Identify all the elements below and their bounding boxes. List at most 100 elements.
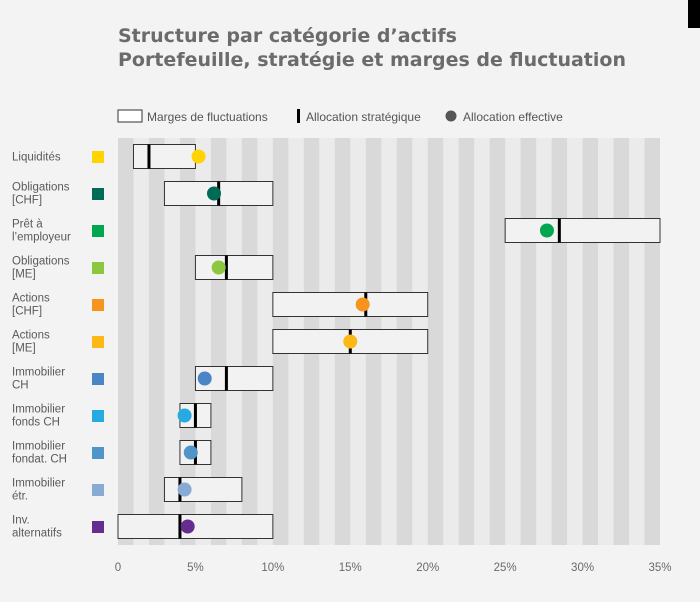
grid-stripe bbox=[241, 138, 258, 545]
strategic-allocation-marker bbox=[224, 255, 228, 280]
category-label-line: étr. bbox=[12, 491, 28, 503]
category-label-line: Immobilier bbox=[12, 441, 65, 453]
category-color-swatch bbox=[92, 225, 104, 237]
category-label-line: l’employeur bbox=[12, 232, 71, 244]
category-row: Inv. alternatifs bbox=[12, 514, 274, 540]
category-row: Actions [ME] bbox=[12, 329, 429, 355]
chart-subtitle: Portefeuille, stratégie et marges de flu… bbox=[118, 49, 626, 71]
effective-allocation-dot bbox=[191, 149, 206, 164]
x-tick-label: 30% bbox=[571, 562, 594, 574]
category-label-line: alternatifs bbox=[12, 528, 62, 540]
category-label-line: [CHF] bbox=[12, 306, 42, 318]
fluctuation-range-box bbox=[117, 514, 274, 539]
category-label-line: Immobilier bbox=[12, 367, 65, 379]
category-label-line: [ME] bbox=[12, 269, 36, 281]
fluctuation-range-box bbox=[504, 218, 661, 243]
category-label-line: Obligations bbox=[12, 256, 70, 268]
category-row: Immobilier fonds CH bbox=[12, 403, 212, 429]
strategic-allocation-marker bbox=[224, 366, 228, 391]
category-label: Immobilier CH bbox=[12, 367, 65, 392]
grid-stripe bbox=[458, 138, 475, 545]
grid-stripe bbox=[520, 138, 537, 545]
x-tick-label: 15% bbox=[339, 562, 362, 574]
grid-stripe bbox=[210, 138, 227, 545]
x-tick-label: 25% bbox=[494, 562, 517, 574]
category-label: Actions [CHF] bbox=[12, 293, 50, 318]
x-tick-label: 20% bbox=[416, 562, 439, 574]
x-tick-label: 35% bbox=[648, 562, 671, 574]
legend-strategic-label: Allocation stratégique bbox=[306, 110, 421, 124]
grid-stripe bbox=[582, 138, 599, 545]
fluctuation-range-box bbox=[132, 144, 196, 169]
category-color-swatch bbox=[92, 484, 104, 496]
grid-stripe bbox=[118, 138, 134, 545]
fluctuation-range-box bbox=[163, 477, 243, 502]
effective-allocation-dot bbox=[355, 297, 370, 312]
category-color-swatch bbox=[92, 299, 104, 311]
effective-allocation-dot bbox=[343, 334, 358, 349]
category-label-line: Inv. bbox=[12, 515, 30, 527]
effective-allocation-dot bbox=[177, 408, 192, 423]
legend-range-label: Marges de fluctuations bbox=[147, 110, 268, 124]
category-label: Obligations [ME] bbox=[12, 256, 70, 281]
legend-effective-dot bbox=[445, 110, 457, 122]
fluctuation-range-box bbox=[194, 255, 274, 280]
effective-allocation-dot bbox=[180, 519, 195, 534]
category-color-swatch bbox=[92, 188, 104, 200]
category-row: Obligations [CHF] bbox=[12, 181, 274, 207]
grid-stripe bbox=[148, 138, 165, 545]
grid-stripe bbox=[551, 138, 568, 545]
effective-allocation-dot bbox=[539, 223, 554, 238]
category-row: Liquidités bbox=[12, 144, 206, 169]
effective-allocation-dot bbox=[211, 260, 226, 275]
strategic-allocation-marker bbox=[178, 514, 182, 539]
chart-title: Structure par catégorie d’actifs bbox=[118, 25, 457, 47]
grid-stripe bbox=[644, 138, 660, 545]
category-label: Obligations [CHF] bbox=[12, 182, 70, 207]
category-label-line: fondat. CH bbox=[12, 454, 67, 466]
x-tick-label: 10% bbox=[261, 562, 284, 574]
category-label: Immobilier fondat. CH bbox=[12, 441, 67, 466]
x-tick-label: 0 bbox=[115, 562, 121, 574]
category-label-line: Actions bbox=[12, 293, 50, 305]
effective-allocation-dot bbox=[183, 445, 198, 460]
category-label-line: Obligations bbox=[12, 182, 70, 194]
category-color-swatch bbox=[92, 262, 104, 274]
category-label-line: Immobilier bbox=[12, 478, 65, 490]
effective-allocation-dot bbox=[207, 186, 222, 201]
category-label: Actions [ME] bbox=[12, 330, 50, 355]
category-label: Inv. alternatifs bbox=[12, 515, 62, 540]
category-label-line: Prêt à bbox=[12, 219, 43, 231]
category-label-line: [ME] bbox=[12, 343, 36, 355]
category-row: Immobilier étr. bbox=[12, 477, 243, 503]
grid-stripe bbox=[613, 138, 630, 545]
category-label-line: fonds CH bbox=[12, 417, 60, 429]
category-label: Liquidités bbox=[12, 152, 61, 164]
category-label: Immobilier étr. bbox=[12, 478, 65, 503]
category-label: Prêt à l’employeur bbox=[12, 219, 71, 244]
category-row: Actions [CHF] bbox=[12, 292, 429, 318]
category-label-line: Immobilier bbox=[12, 404, 65, 416]
legend: Marges de fluctuations Allocation straté… bbox=[117, 109, 563, 124]
corner-tab bbox=[688, 0, 700, 28]
x-tick-label: 5% bbox=[187, 562, 204, 574]
category-color-swatch bbox=[92, 410, 104, 422]
category-color-swatch bbox=[92, 336, 104, 348]
category-color-swatch bbox=[92, 151, 104, 163]
grid-stripe bbox=[489, 138, 506, 545]
strategic-allocation-marker bbox=[147, 144, 151, 169]
category-row: Prêt à l’employeur bbox=[12, 218, 661, 244]
category-row: Obligations [ME] bbox=[12, 255, 274, 281]
category-label-line: Liquidités bbox=[12, 152, 61, 164]
category-color-swatch bbox=[92, 521, 104, 533]
category-color-swatch bbox=[92, 447, 104, 459]
effective-allocation-dot bbox=[197, 371, 212, 386]
category-row: Immobilier CH bbox=[12, 366, 274, 392]
fluctuation-range-box bbox=[272, 292, 429, 317]
strategic-allocation-marker bbox=[193, 403, 197, 428]
x-axis: 0 5% 10% 15% 20% 25% 30% 35% bbox=[115, 562, 672, 574]
legend-effective-label: Allocation effective bbox=[463, 110, 563, 124]
category-color-swatch bbox=[92, 373, 104, 385]
